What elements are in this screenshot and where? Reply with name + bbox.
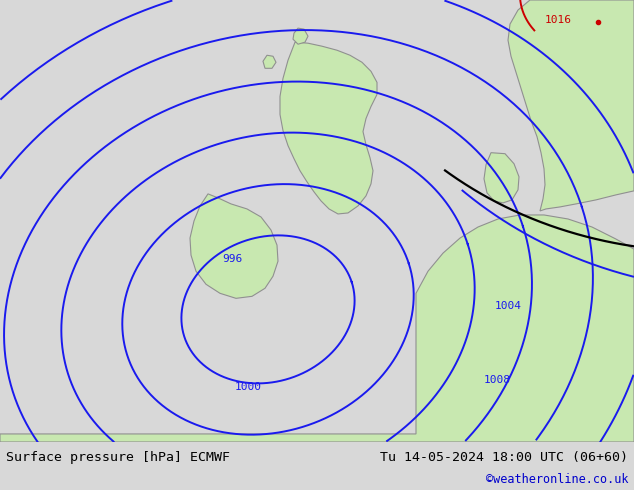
Polygon shape (484, 153, 519, 203)
Polygon shape (0, 215, 634, 442)
Polygon shape (293, 28, 308, 44)
Text: 1016: 1016 (545, 15, 571, 25)
Text: 1000: 1000 (235, 382, 261, 392)
Polygon shape (508, 0, 634, 211)
Text: Surface pressure [hPa] ECMWF: Surface pressure [hPa] ECMWF (6, 451, 230, 465)
Text: 996: 996 (222, 254, 242, 264)
Text: Tu 14-05-2024 18:00 UTC (06+60): Tu 14-05-2024 18:00 UTC (06+60) (380, 451, 628, 465)
Text: ©weatheronline.co.uk: ©weatheronline.co.uk (486, 473, 628, 487)
Polygon shape (280, 42, 377, 214)
Polygon shape (263, 55, 276, 68)
Text: 1004: 1004 (495, 301, 522, 311)
Polygon shape (190, 194, 278, 298)
Text: 1008: 1008 (484, 375, 510, 385)
